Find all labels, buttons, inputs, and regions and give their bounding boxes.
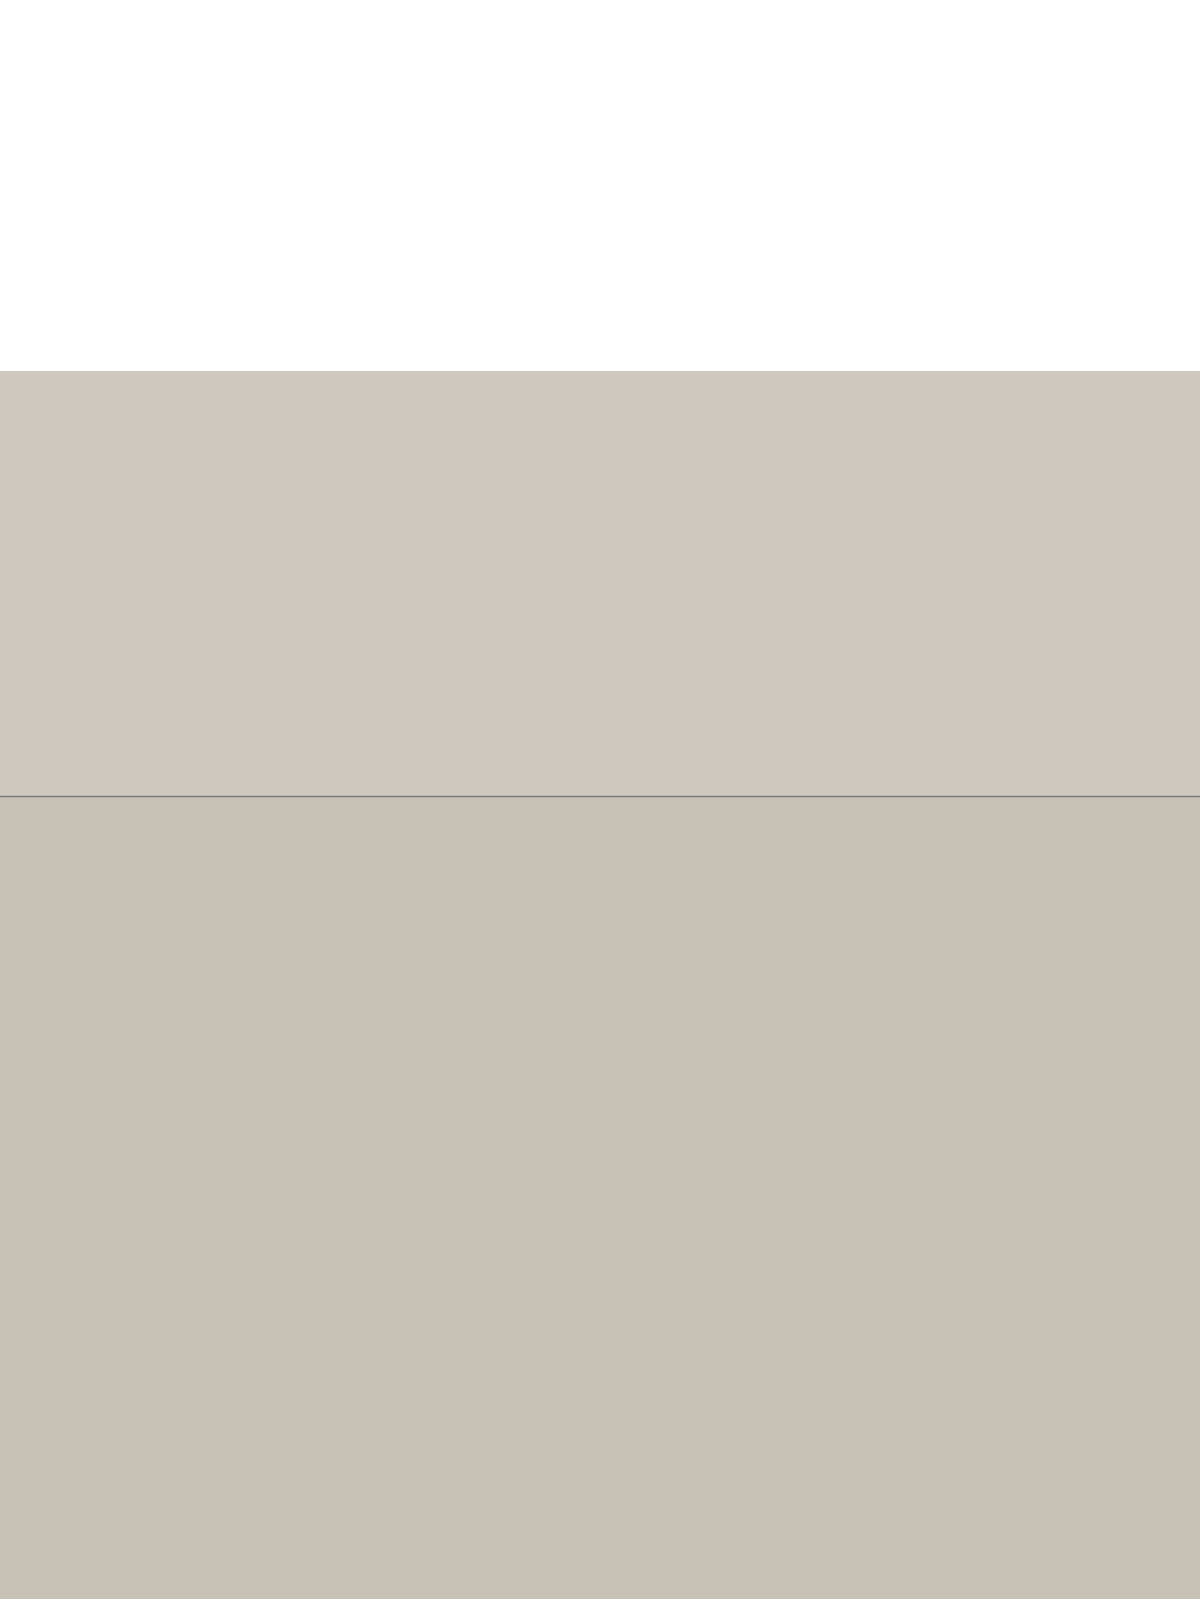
Text: 88: 88 bbox=[684, 689, 708, 707]
Text: 78: 78 bbox=[204, 689, 228, 707]
Text: e.: e. bbox=[264, 1361, 283, 1380]
Text: 87: 87 bbox=[204, 469, 228, 486]
Text: b.: b. bbox=[264, 1036, 284, 1055]
Text: 84: 84 bbox=[924, 579, 948, 596]
Text: 86: 86 bbox=[684, 579, 708, 596]
Text: 85: 85 bbox=[804, 689, 828, 707]
Text: 78: 78 bbox=[564, 469, 588, 486]
Text: f.: f. bbox=[264, 1469, 277, 1489]
Text: Mean: Mean bbox=[360, 927, 420, 947]
Text: a.: a. bbox=[264, 927, 283, 947]
Text: 90: 90 bbox=[924, 469, 948, 486]
Text: c.: c. bbox=[264, 1143, 282, 1162]
Text: 83: 83 bbox=[684, 469, 708, 486]
Text: 6.  These temperatures were recorded in Pasadena, California for three weeks las: 6. These temperatures were recorded in P… bbox=[36, 384, 815, 401]
Text: Q3: Q3 bbox=[360, 1469, 390, 1489]
Text: 80: 80 bbox=[444, 469, 468, 486]
Text: 86: 86 bbox=[804, 469, 828, 486]
Text: 88: 88 bbox=[564, 579, 588, 596]
Text: 82: 82 bbox=[324, 579, 348, 596]
Bar bbox=[156, 422, 996, 753]
Text: Standard Deviation: Standard Deviation bbox=[360, 1143, 566, 1162]
Text: Range: Range bbox=[360, 1252, 427, 1271]
Text: 80: 80 bbox=[804, 579, 828, 596]
Text: 83: 83 bbox=[564, 689, 588, 707]
Text: Median: Median bbox=[360, 1036, 439, 1055]
Text: d.: d. bbox=[264, 1252, 284, 1271]
Text: 85: 85 bbox=[324, 469, 348, 486]
Text: 80: 80 bbox=[444, 689, 468, 707]
Text: 76: 76 bbox=[324, 689, 348, 707]
Text: 92: 92 bbox=[924, 689, 948, 707]
Text: Q1: Q1 bbox=[360, 1361, 390, 1380]
Text: Find each of the following:: Find each of the following: bbox=[96, 833, 398, 854]
Text: 84: 84 bbox=[204, 579, 228, 596]
Text: 77: 77 bbox=[445, 579, 467, 596]
